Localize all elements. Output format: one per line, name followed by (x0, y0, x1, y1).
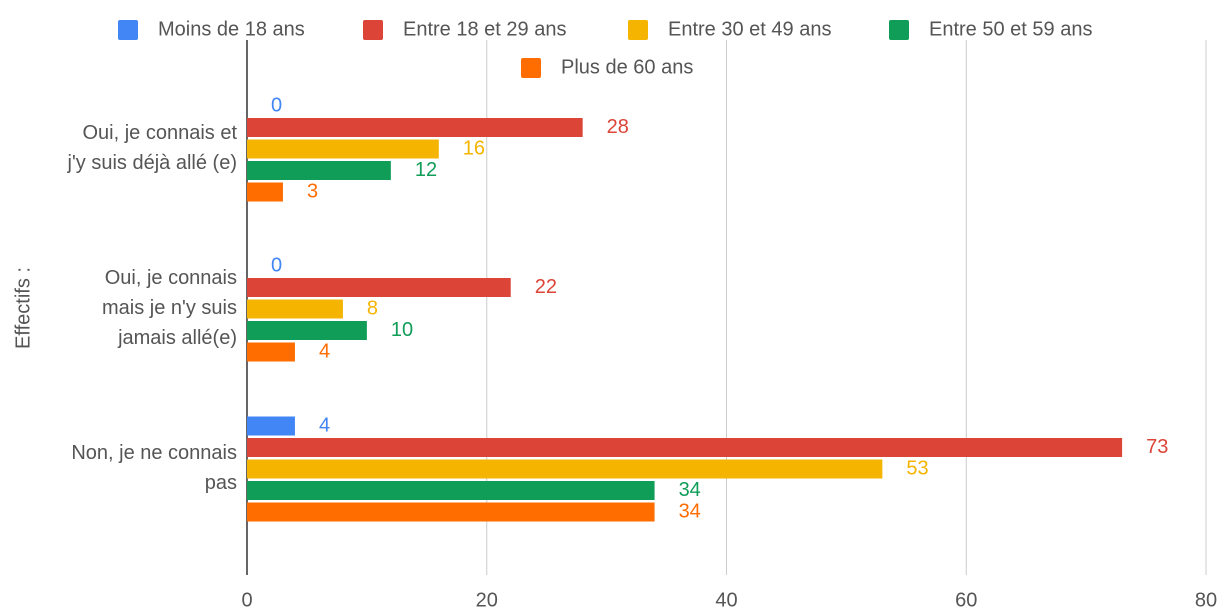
data-label: 12 (415, 159, 437, 181)
legend-swatch (889, 20, 909, 40)
bar (247, 342, 295, 362)
x-tick-label: 0 (241, 589, 252, 611)
bar (247, 278, 511, 297)
bar (247, 459, 883, 479)
x-tick-label: 40 (715, 589, 737, 611)
data-label: 8 (367, 297, 378, 319)
y-tick-label: Non, je ne connais pas (71, 442, 237, 494)
legend-label: Entre 50 et 59 ans (929, 18, 1092, 40)
data-label: 34 (679, 500, 701, 522)
bar (247, 321, 367, 340)
data-label: 4 (319, 340, 330, 362)
legend-swatch (118, 20, 138, 40)
x-tick-label: 80 (1195, 589, 1217, 611)
data-label: 73 (1146, 436, 1168, 458)
data-label: 34 (679, 479, 701, 501)
bar (247, 118, 583, 137)
bar (247, 416, 295, 436)
legend-swatch (363, 20, 383, 40)
bar (247, 182, 283, 202)
bar (247, 139, 439, 159)
y-tick-label: Oui, je connais mais je n'y suis jamais al… (102, 267, 237, 349)
y-tick-label: Oui, je connais et j'y suis déjà allé (e) (67, 122, 238, 174)
data-label: 3 (307, 180, 318, 202)
data-label: 22 (535, 276, 557, 298)
bar (247, 481, 655, 500)
legend-label: Moins de 18 ans (158, 18, 305, 40)
data-label: 28 (607, 116, 629, 138)
legend-swatch (628, 20, 648, 40)
x-tick-label: 20 (476, 589, 498, 611)
bar (247, 299, 343, 319)
data-label: 4 (319, 414, 330, 436)
data-label: 0 (271, 254, 282, 276)
data-label: 10 (391, 319, 413, 341)
bar (247, 161, 391, 180)
legend-label: Entre 30 et 49 ans (668, 18, 831, 40)
y-axis-label: Effectifs : (12, 267, 34, 349)
legend-label: Plus de 60 ans (561, 56, 693, 78)
x-tick-label: 60 (955, 589, 977, 611)
bar (247, 438, 1123, 457)
data-label: 53 (906, 457, 928, 479)
data-label: 16 (463, 137, 485, 159)
data-label: 0 (271, 94, 282, 116)
bar (247, 502, 655, 522)
legend-label: Entre 18 et 29 ans (403, 18, 566, 40)
legend-swatch (521, 58, 541, 78)
